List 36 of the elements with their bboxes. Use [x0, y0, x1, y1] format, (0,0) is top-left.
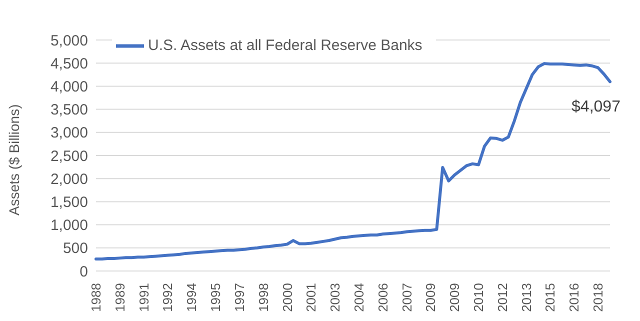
y-tick-label: 1,500 — [50, 194, 88, 212]
x-tick-label: 2013 — [518, 283, 534, 312]
x-tick-label: 1988 — [88, 283, 104, 312]
y-tick-label: 3,500 — [50, 102, 88, 119]
y-tick-label: 5,000 — [50, 32, 88, 50]
x-tick-label: 2009 — [423, 283, 438, 312]
x-tick-label: 1992 — [160, 283, 176, 312]
x-tick-label: 2009 — [447, 283, 462, 312]
y-tick-label: 1,000 — [50, 217, 88, 234]
x-tick-label: 2018 — [590, 283, 606, 312]
x-tick-label: 1991 — [136, 283, 152, 312]
y-tick-label: 4,000 — [50, 78, 88, 96]
annotation: $4,097 — [572, 98, 621, 116]
x-tick-label: 1989 — [112, 283, 128, 312]
y-tick-label: 3,000 — [50, 124, 88, 142]
x-tick-label: 2001 — [304, 283, 319, 312]
x-tick-label: 2000 — [280, 283, 295, 312]
x-tick-label: 1998 — [256, 283, 271, 312]
x-tick-label: 2003 — [328, 283, 343, 312]
y-tick-label: 0 — [80, 263, 88, 280]
x-tick-label: 2016 — [566, 283, 582, 312]
x-tick-label: 2004 — [351, 283, 366, 312]
x-tick-label: 2015 — [542, 283, 558, 312]
y-tick-label: 500 — [62, 240, 88, 258]
x-tick-label: 1995 — [208, 283, 224, 312]
x-tick-label: 2012 — [494, 283, 510, 312]
x-tick-label: 1997 — [232, 283, 247, 312]
y-tick-label: 4,500 — [50, 55, 88, 72]
legend-label: U.S. Assets at all Federal Reserve Banks — [148, 36, 422, 54]
x-tick-label: 2010 — [471, 283, 486, 312]
x-tick-label: 2007 — [399, 283, 414, 312]
y-axis-title: Assets ($ Billions) — [6, 104, 22, 216]
x-tick-label: 1994 — [184, 283, 200, 312]
y-tick-label: 2,000 — [50, 170, 88, 188]
x-tick-label: 2006 — [375, 283, 390, 312]
y-tick-label: 2,500 — [50, 148, 88, 165]
